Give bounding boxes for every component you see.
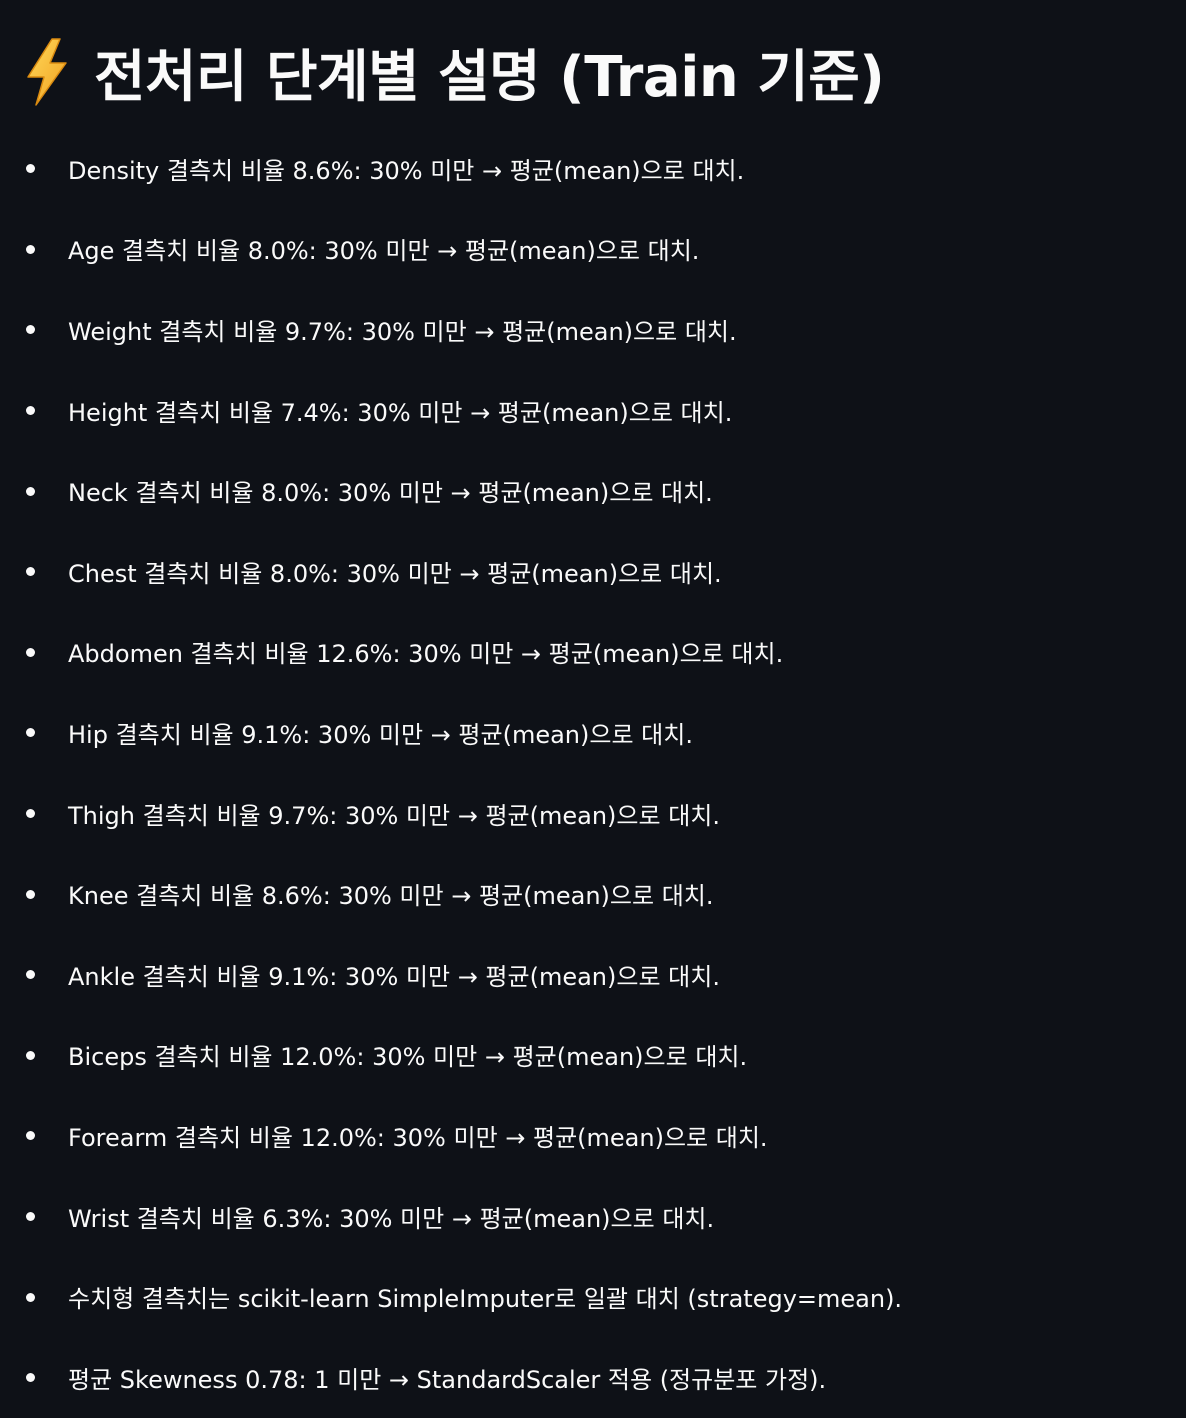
bullet-icon — [26, 809, 35, 819]
lightning-bolt-icon — [22, 37, 72, 107]
list-item-text: 평균 Skewness 0.78: 1 미만 → StandardScaler … — [68, 1365, 827, 1394]
bullet-icon — [26, 406, 35, 416]
bullet-icon — [26, 486, 35, 496]
list-item-text: Height 결측치 비율 7.4%: 30% 미만 → 평균(mean)으로 … — [68, 398, 733, 427]
bullet-icon — [26, 567, 35, 577]
list-item: Thigh 결측치 비율 9.7%: 30% 미만 → 평균(mean)으로 대… — [22, 773, 1172, 854]
list-item-text: Knee 결측치 비율 8.6%: 30% 미만 → 평균(mean)으로 대치… — [68, 882, 714, 911]
list-item-text: Chest 결측치 비율 8.0%: 30% 미만 → 평균(mean)으로 대… — [68, 559, 722, 588]
list-item-text: Neck 결측치 비율 8.0%: 30% 미만 → 평균(mean)으로 대치… — [68, 479, 713, 508]
bullet-icon — [26, 244, 35, 254]
bullet-icon — [26, 1373, 35, 1383]
list-item-text: Ankle 결측치 비율 9.1%: 30% 미만 → 평균(mean)으로 대… — [68, 962, 720, 991]
list-item: Density 결측치 비율 8.6%: 30% 미만 → 평균(mean)으로… — [22, 128, 1172, 209]
bullet-icon — [26, 1212, 35, 1222]
list-item: 수치형 결측치는 scikit-learn SimpleImputer로 일괄 … — [22, 1256, 1172, 1337]
bullet-icon — [26, 970, 35, 980]
bullet-icon — [26, 164, 35, 174]
list-item-text: Weight 결측치 비율 9.7%: 30% 미만 → 평균(mean)으로 … — [68, 317, 737, 346]
bullet-icon — [26, 889, 35, 899]
list-item-text: Abdomen 결측치 비율 12.6%: 30% 미만 → 평균(mean)으… — [68, 640, 784, 669]
list-item: Biceps 결측치 비율 12.0%: 30% 미만 → 평균(mean)으로… — [22, 1015, 1172, 1096]
bullet-icon — [26, 325, 35, 335]
list-item: Weight 결측치 비율 9.7%: 30% 미만 → 평균(mean)으로 … — [22, 289, 1172, 370]
main-content: 전처리 단계별 설명 (Train 기준) Density 결측치 비율 8.6… — [22, 30, 1172, 1394]
list-item-text: Density 결측치 비율 8.6%: 30% 미만 → 평균(mean)으로… — [68, 156, 745, 185]
list-item-text: Age 결측치 비율 8.0%: 30% 미만 → 평균(mean)으로 대치. — [68, 237, 700, 266]
list-item: Ankle 결측치 비율 9.1%: 30% 미만 → 평균(mean)으로 대… — [22, 934, 1172, 1015]
list-item: Age 결측치 비율 8.0%: 30% 미만 → 평균(mean)으로 대치. — [22, 209, 1172, 290]
list-item: Neck 결측치 비율 8.0%: 30% 미만 → 평균(mean)으로 대치… — [22, 450, 1172, 531]
list-item: Abdomen 결측치 비율 12.6%: 30% 미만 → 평균(mean)으… — [22, 612, 1172, 693]
list-item-text: 수치형 결측치는 scikit-learn SimpleImputer로 일괄 … — [68, 1285, 903, 1314]
bullet-icon — [26, 1131, 35, 1141]
list-item-text: Hip 결측치 비율 9.1%: 30% 미만 → 평균(mean)으로 대치. — [68, 720, 693, 749]
list-item: Chest 결측치 비율 8.0%: 30% 미만 → 평균(mean)으로 대… — [22, 531, 1172, 612]
bullet-icon — [26, 647, 35, 657]
list-item: 평균 Skewness 0.78: 1 미만 → StandardScaler … — [22, 1337, 1172, 1418]
list-item: Hip 결측치 비율 9.1%: 30% 미만 → 평균(mean)으로 대치. — [22, 692, 1172, 773]
list-item-text: Biceps 결측치 비율 12.0%: 30% 미만 → 평균(mean)으로… — [68, 1043, 748, 1072]
bullet-icon — [26, 728, 35, 738]
bullet-icon — [26, 1292, 35, 1302]
list-item-text: Forearm 결측치 비율 12.0%: 30% 미만 → 평균(mean)으… — [68, 1123, 768, 1152]
preprocessing-list: Density 결측치 비율 8.6%: 30% 미만 → 평균(mean)으로… — [22, 128, 1172, 1418]
list-item: Wrist 결측치 비율 6.3%: 30% 미만 → 평균(mean)으로 대… — [22, 1176, 1172, 1257]
list-item-text: Wrist 결측치 비율 6.3%: 30% 미만 → 평균(mean)으로 대… — [68, 1204, 715, 1233]
page-title: 전처리 단계별 설명 (Train 기준) — [22, 30, 1172, 114]
page-title-text: 전처리 단계별 설명 (Train 기준) — [94, 44, 885, 110]
list-item: Knee 결측치 비율 8.6%: 30% 미만 → 평균(mean)으로 대치… — [22, 853, 1172, 934]
list-item-text: Thigh 결측치 비율 9.7%: 30% 미만 → 평균(mean)으로 대… — [68, 801, 720, 830]
bullet-icon — [26, 1050, 35, 1060]
list-item: Height 결측치 비율 7.4%: 30% 미만 → 평균(mean)으로 … — [22, 370, 1172, 451]
list-item: Forearm 결측치 비율 12.0%: 30% 미만 → 평균(mean)으… — [22, 1095, 1172, 1176]
